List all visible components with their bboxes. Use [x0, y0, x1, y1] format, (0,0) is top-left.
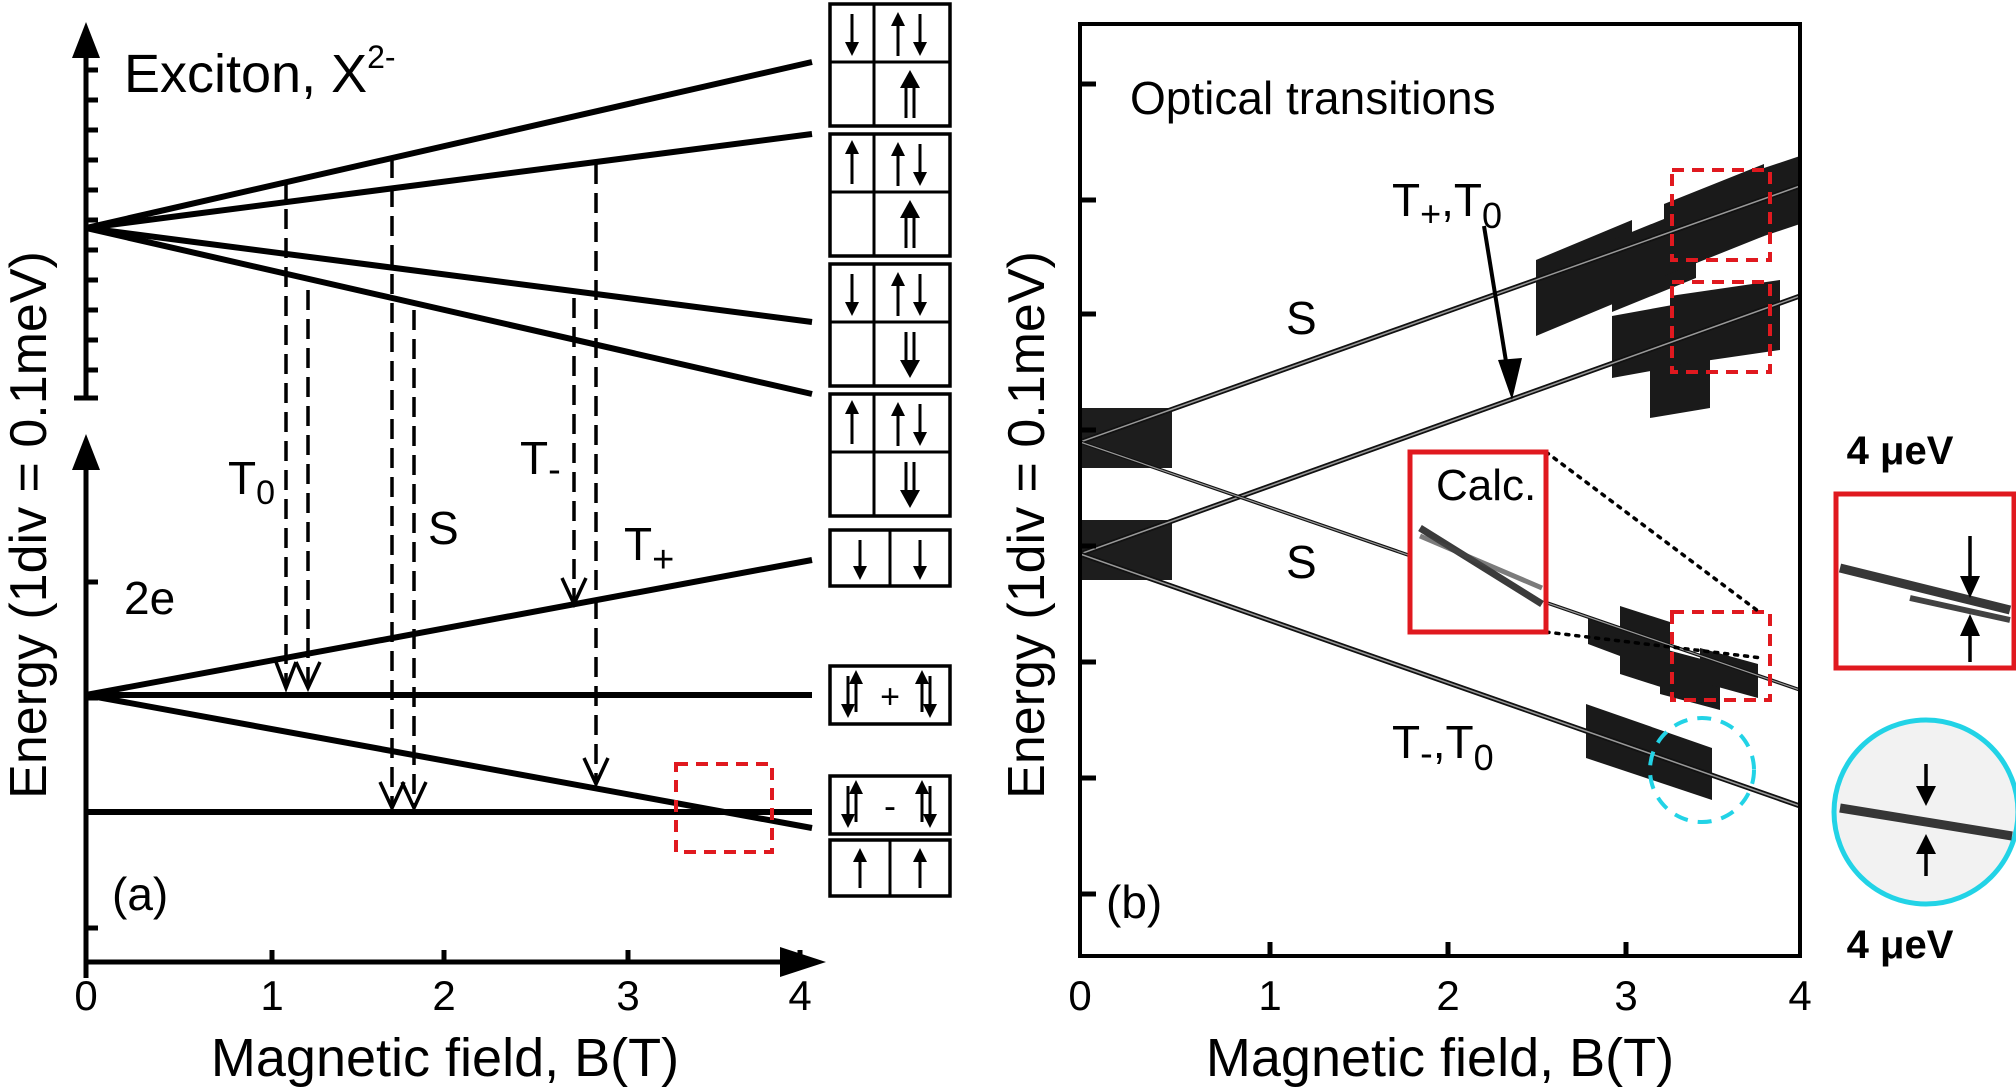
panel-b-xtick-3: 3	[1614, 972, 1637, 1019]
inset-top-box	[1833, 491, 2016, 671]
panel-b-transition-lines	[1080, 183, 1800, 809]
panel-b-red-box-1	[1670, 168, 1772, 262]
panel-b-label-upper-s: S	[1286, 292, 1317, 344]
panel-b-title: Optical transitions	[1130, 72, 1496, 124]
panel-a-title: Exciton, X2-	[124, 39, 396, 104]
transition-label-s: S	[428, 502, 459, 554]
transition-label-t0: T0	[228, 452, 275, 512]
panel-b-red-box-2	[1670, 280, 1772, 374]
transition-label-t-plus: T+	[624, 518, 674, 581]
exciton-level-3	[85, 225, 813, 325]
panel-b-xlabel: Magnetic field, B(T)	[1206, 1028, 1674, 1088]
panel-b-xtick-2: 2	[1436, 972, 1459, 1019]
panel-a-lower-y-arrow-icon	[72, 434, 100, 470]
panel-b-ylabel: Energy (1div = 0.1meV)	[998, 251, 1056, 799]
transition-label-t-minus: T-	[520, 432, 561, 491]
panel-a-ground-label: 2e	[124, 572, 175, 624]
calc-label: Calc.	[1436, 461, 1536, 510]
panel-b-label-lower-s: S	[1286, 536, 1317, 588]
panel-a: 0 1 2 3 4 Magnetic field, B(T) Energy (1…	[0, 2, 952, 1088]
panel-a-xtick-1: 1	[260, 972, 283, 1019]
panel-b-label-lower-t: T-,T0	[1392, 716, 1494, 778]
exciton-level-4	[85, 225, 813, 397]
panel-b-frame	[1078, 22, 1802, 958]
panel-a-crossing-box	[674, 762, 774, 854]
calc-connector-top	[1544, 450, 1764, 616]
panel-b-xtick-0: 0	[1068, 972, 1091, 1019]
panel-a-xtick-3: 3	[616, 972, 639, 1019]
panel-a-label: (a)	[112, 868, 168, 920]
panel-a-upper-y-arrow-icon	[72, 22, 100, 58]
panel-b-pointer-arrow-icon	[1498, 358, 1522, 400]
inset-bottom-label: 4 μeV	[1847, 923, 1954, 967]
panel-b-xtick-4: 4	[1788, 972, 1811, 1019]
inset-bottom-circle	[1831, 717, 2016, 907]
spin-config-column: + -	[828, 2, 952, 898]
panel-a-xtick-2: 2	[432, 972, 455, 1019]
spin-config-minus: -	[884, 785, 896, 826]
panel-a-xlabel: Magnetic field, B(T)	[211, 1028, 679, 1088]
panel-a-xtick-4: 4	[788, 972, 811, 1019]
right-insets: 4 μeV 4 μeV	[1831, 429, 2016, 967]
panel-a-ylabel: Energy (1div = 0.1meV)	[0, 251, 58, 799]
panel-a-xtick-0: 0	[74, 972, 97, 1019]
exciton-level-1	[85, 59, 813, 231]
calc-connector-bottom	[1544, 630, 1764, 660]
spin-config-plus: +	[880, 678, 900, 716]
panel-b-pointer-arrow	[1482, 225, 1512, 387]
ground-level-triplet-up	[85, 692, 813, 831]
panel-b-label-upper-t: T+,T0	[1392, 174, 1502, 236]
panel-b-red-box-3	[1670, 610, 1772, 702]
ground-level-triplet-down	[85, 557, 813, 698]
calc-inset-lines	[1418, 525, 1544, 607]
inset-top-label: 4 μeV	[1847, 429, 1954, 473]
panel-b-xtick-1: 1	[1258, 972, 1281, 1019]
panel-a-x-arrow-icon	[780, 947, 826, 977]
panel-b: 0 1 2 3 4 Magnetic field, B(T) Energy (1…	[998, 22, 1812, 1088]
exciton-level-2	[85, 131, 813, 231]
panel-b-cyan-circle	[1648, 716, 1756, 824]
panel-b-label: (b)	[1106, 876, 1162, 928]
